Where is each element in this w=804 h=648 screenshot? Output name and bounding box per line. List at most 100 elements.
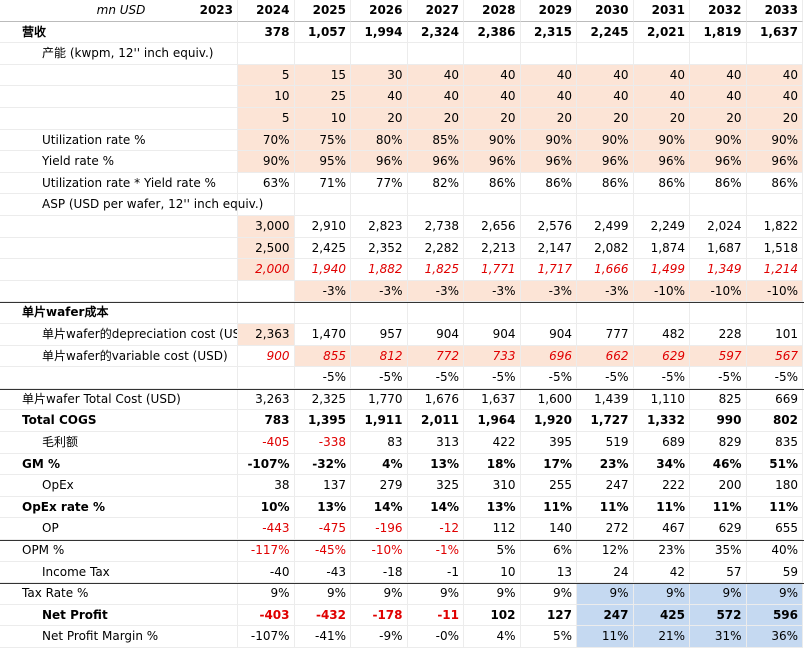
cell: 200	[690, 475, 747, 497]
row-label: Total COGS	[22, 413, 97, 428]
cell	[182, 345, 238, 368]
cell: 425	[633, 604, 690, 627]
cell	[182, 626, 238, 648]
cell: 3,263	[238, 388, 295, 411]
cell: -5%	[464, 367, 521, 389]
row-label: Net Profit Margin %	[42, 629, 159, 644]
cell	[182, 64, 238, 87]
cell	[294, 43, 351, 65]
cell: 180	[746, 475, 803, 497]
row-label-cell	[0, 626, 182, 648]
cell: 2,082	[577, 237, 634, 260]
cell: 9%	[464, 583, 521, 605]
cell: -1%	[407, 540, 464, 562]
cell: 90%	[238, 151, 295, 173]
cell: 86%	[464, 172, 521, 195]
cell: 777	[577, 324, 634, 346]
cell	[238, 43, 295, 65]
cell: -475	[294, 518, 351, 540]
cell: 1,771	[464, 259, 521, 281]
cell: 23%	[633, 540, 690, 562]
cell: 9%	[577, 583, 634, 605]
cell	[633, 302, 690, 324]
cell: 90%	[520, 129, 577, 152]
cell: 9%	[294, 583, 351, 605]
cell: 40	[746, 86, 803, 108]
cell	[182, 302, 238, 324]
year-header: 2023	[182, 0, 238, 22]
row-label: ASP (USD per wafer, 12'' inch equiv.)	[42, 197, 264, 212]
cell: 46%	[690, 453, 747, 476]
row-label: Yield rate %	[42, 154, 114, 169]
cell: 2,425	[294, 237, 351, 260]
cell: 90%	[464, 129, 521, 152]
cell: -338	[294, 432, 351, 454]
cell: 40	[464, 64, 521, 87]
row-label-cell	[0, 475, 182, 497]
cell	[182, 453, 238, 476]
row-label-cell	[0, 259, 182, 281]
cell: 4%	[464, 626, 521, 648]
cell: 40	[633, 86, 690, 108]
cell: 597	[690, 345, 747, 368]
cell: 3,000	[238, 216, 295, 238]
cell: 2,325	[294, 388, 351, 411]
cell: 2,738	[407, 216, 464, 238]
cell: 255	[520, 475, 577, 497]
cell: 1,600	[520, 388, 577, 411]
cell: 96%	[520, 151, 577, 173]
cell: 40	[633, 64, 690, 87]
cell: -18	[351, 561, 408, 584]
cell	[464, 43, 521, 65]
cell: 247	[577, 475, 634, 497]
cell	[182, 194, 238, 216]
cell: 272	[577, 518, 634, 540]
cell	[464, 302, 521, 324]
cell: 101	[746, 324, 803, 346]
cell: 5	[238, 64, 295, 87]
row-label-cell	[0, 130, 182, 152]
cell: 812	[351, 345, 408, 368]
cell	[294, 194, 351, 216]
row-label-cell	[0, 65, 182, 87]
cell: 629	[633, 345, 690, 368]
cell: 51%	[746, 453, 803, 476]
cell: 247	[577, 604, 634, 627]
cell	[182, 216, 238, 238]
cell: -5%	[294, 367, 351, 389]
cell: 40%	[746, 540, 803, 562]
cell: 279	[351, 475, 408, 497]
cell: 90%	[746, 129, 803, 152]
cell: 228	[690, 324, 747, 346]
cell: 12%	[577, 540, 634, 562]
cell	[182, 367, 238, 389]
cell: 90%	[633, 129, 690, 152]
row-label: 单片wafer Total Cost (USD)	[22, 391, 181, 406]
cell: 96%	[464, 151, 521, 173]
cell: 957	[351, 324, 408, 346]
cell: 2,024	[690, 216, 747, 238]
cell: -5%	[407, 367, 464, 389]
cell	[746, 43, 803, 65]
year-header: 2032	[690, 0, 747, 22]
cell: 11%	[746, 496, 803, 519]
cell: -405	[238, 432, 295, 454]
cell: 1,825	[407, 259, 464, 281]
cell	[690, 302, 747, 324]
cell	[182, 324, 238, 346]
cell: 10	[464, 561, 521, 584]
cell	[182, 108, 238, 130]
cell: 662	[577, 345, 634, 368]
cell	[182, 432, 238, 454]
cell: 378	[238, 21, 295, 44]
cell: 1,819	[690, 21, 747, 44]
unit-label: mn USD	[60, 0, 182, 22]
cell	[182, 410, 238, 432]
cell: 629	[690, 518, 747, 540]
cell: 13%	[294, 496, 351, 519]
cell: 310	[464, 475, 521, 497]
cell: -3%	[294, 280, 351, 303]
cell: 9%	[351, 583, 408, 605]
cell: 9%	[746, 583, 803, 605]
